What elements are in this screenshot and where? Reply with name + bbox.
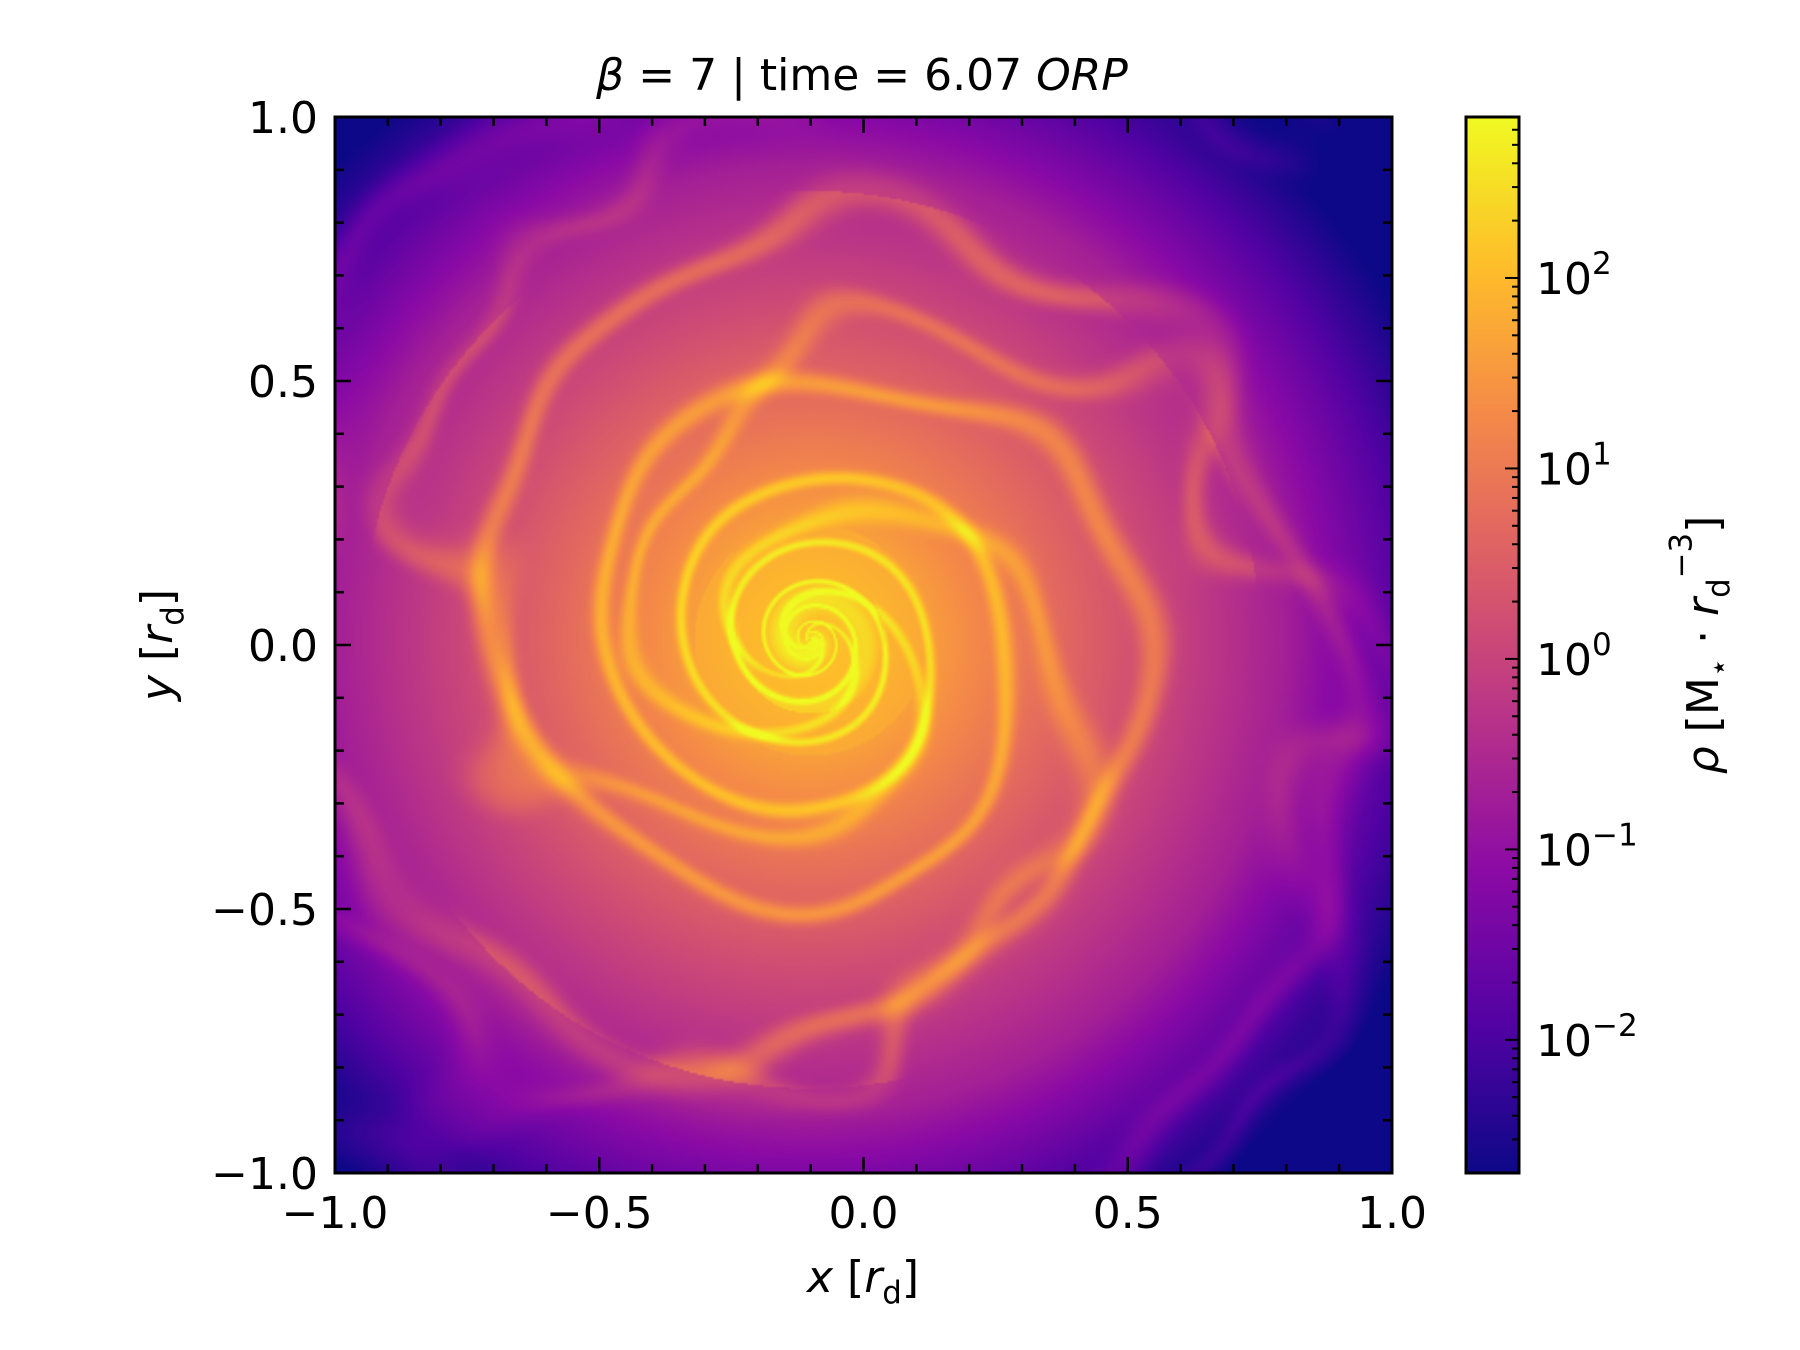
label-part: r xyxy=(1678,595,1729,616)
label-part: β xyxy=(595,50,624,101)
y-tick-label: 0.0 xyxy=(248,621,318,672)
colorbar-tick-label: 10−1 xyxy=(1536,817,1638,876)
y-tick-label: 0.5 xyxy=(248,357,318,408)
y-axis-tick-labels: −1.0 −0.5 0.0 0.5 1.0 xyxy=(211,93,318,1200)
x-axis-label: x [rd] xyxy=(805,1252,919,1311)
label-part: d xyxy=(155,606,191,626)
colorbar-frame xyxy=(1464,115,1521,1175)
label-part: r xyxy=(132,623,183,644)
label-part: d xyxy=(1701,578,1737,598)
density-map xyxy=(335,117,1392,1173)
label-part: x xyxy=(805,1252,834,1303)
y-tick-label: 1.0 xyxy=(248,93,318,144)
plot-area: −1.0 −0.5 0.0 0.5 1.0 −1.0 −0.5 0.0 0.5 1.0 xyxy=(211,93,1427,1239)
colorbar-label: ρ [M⋆ · rd−3] xyxy=(1664,516,1737,775)
colorbar-ticks xyxy=(1505,116,1519,1174)
chart-title: β = 7 | time = 6.07 ORP xyxy=(595,50,1128,101)
label-part: −3 xyxy=(1664,533,1700,578)
colorbar-tick-label: 101 xyxy=(1536,436,1612,495)
colorbar-tick-label: 10−2 xyxy=(1536,1008,1638,1067)
x-tick-label: 0.5 xyxy=(1093,1188,1163,1239)
colorbar: 10−2 10−1 100 101 102 xyxy=(1464,115,1638,1175)
colorbar-tick-labels: 10−2 10−1 100 101 102 xyxy=(1536,246,1638,1067)
y-tick-label: −0.5 xyxy=(211,885,318,936)
y-axis-ticks xyxy=(335,115,1392,1175)
label-part: y xyxy=(132,674,183,703)
x-tick-label: −0.5 xyxy=(546,1188,653,1239)
label-part: ⋆ xyxy=(1701,658,1737,677)
label-part: ρ xyxy=(1678,746,1729,774)
x-axis-tick-labels: −1.0 −0.5 0.0 0.5 1.0 xyxy=(282,1188,1427,1239)
x-tick-label: 1.0 xyxy=(1357,1188,1427,1239)
x-tick-label: −1.0 xyxy=(282,1188,389,1239)
label-part: ] xyxy=(902,1252,919,1303)
label-part: [ xyxy=(132,644,183,675)
label-part: ] xyxy=(132,589,183,606)
label-part: · xyxy=(1678,616,1729,658)
colorbar-gradient xyxy=(1466,117,1519,1173)
label-part: r xyxy=(864,1252,885,1303)
label-part: [ xyxy=(833,1252,864,1303)
label-part: ORP xyxy=(1036,50,1128,101)
y-tick-label: −1.0 xyxy=(211,1149,318,1200)
y-axis-label: y [rd] xyxy=(132,589,191,703)
label-part: d xyxy=(882,1275,902,1311)
x-tick-label: 0.0 xyxy=(829,1188,899,1239)
colorbar-tick-label: 102 xyxy=(1536,246,1612,305)
x-axis-ticks xyxy=(333,117,1394,1173)
label-part: [M xyxy=(1678,677,1729,746)
colorbar-tick-label: 100 xyxy=(1536,627,1612,686)
label-part: = 7 | time = 6.07 xyxy=(624,50,1036,101)
label-part: ] xyxy=(1678,516,1729,533)
